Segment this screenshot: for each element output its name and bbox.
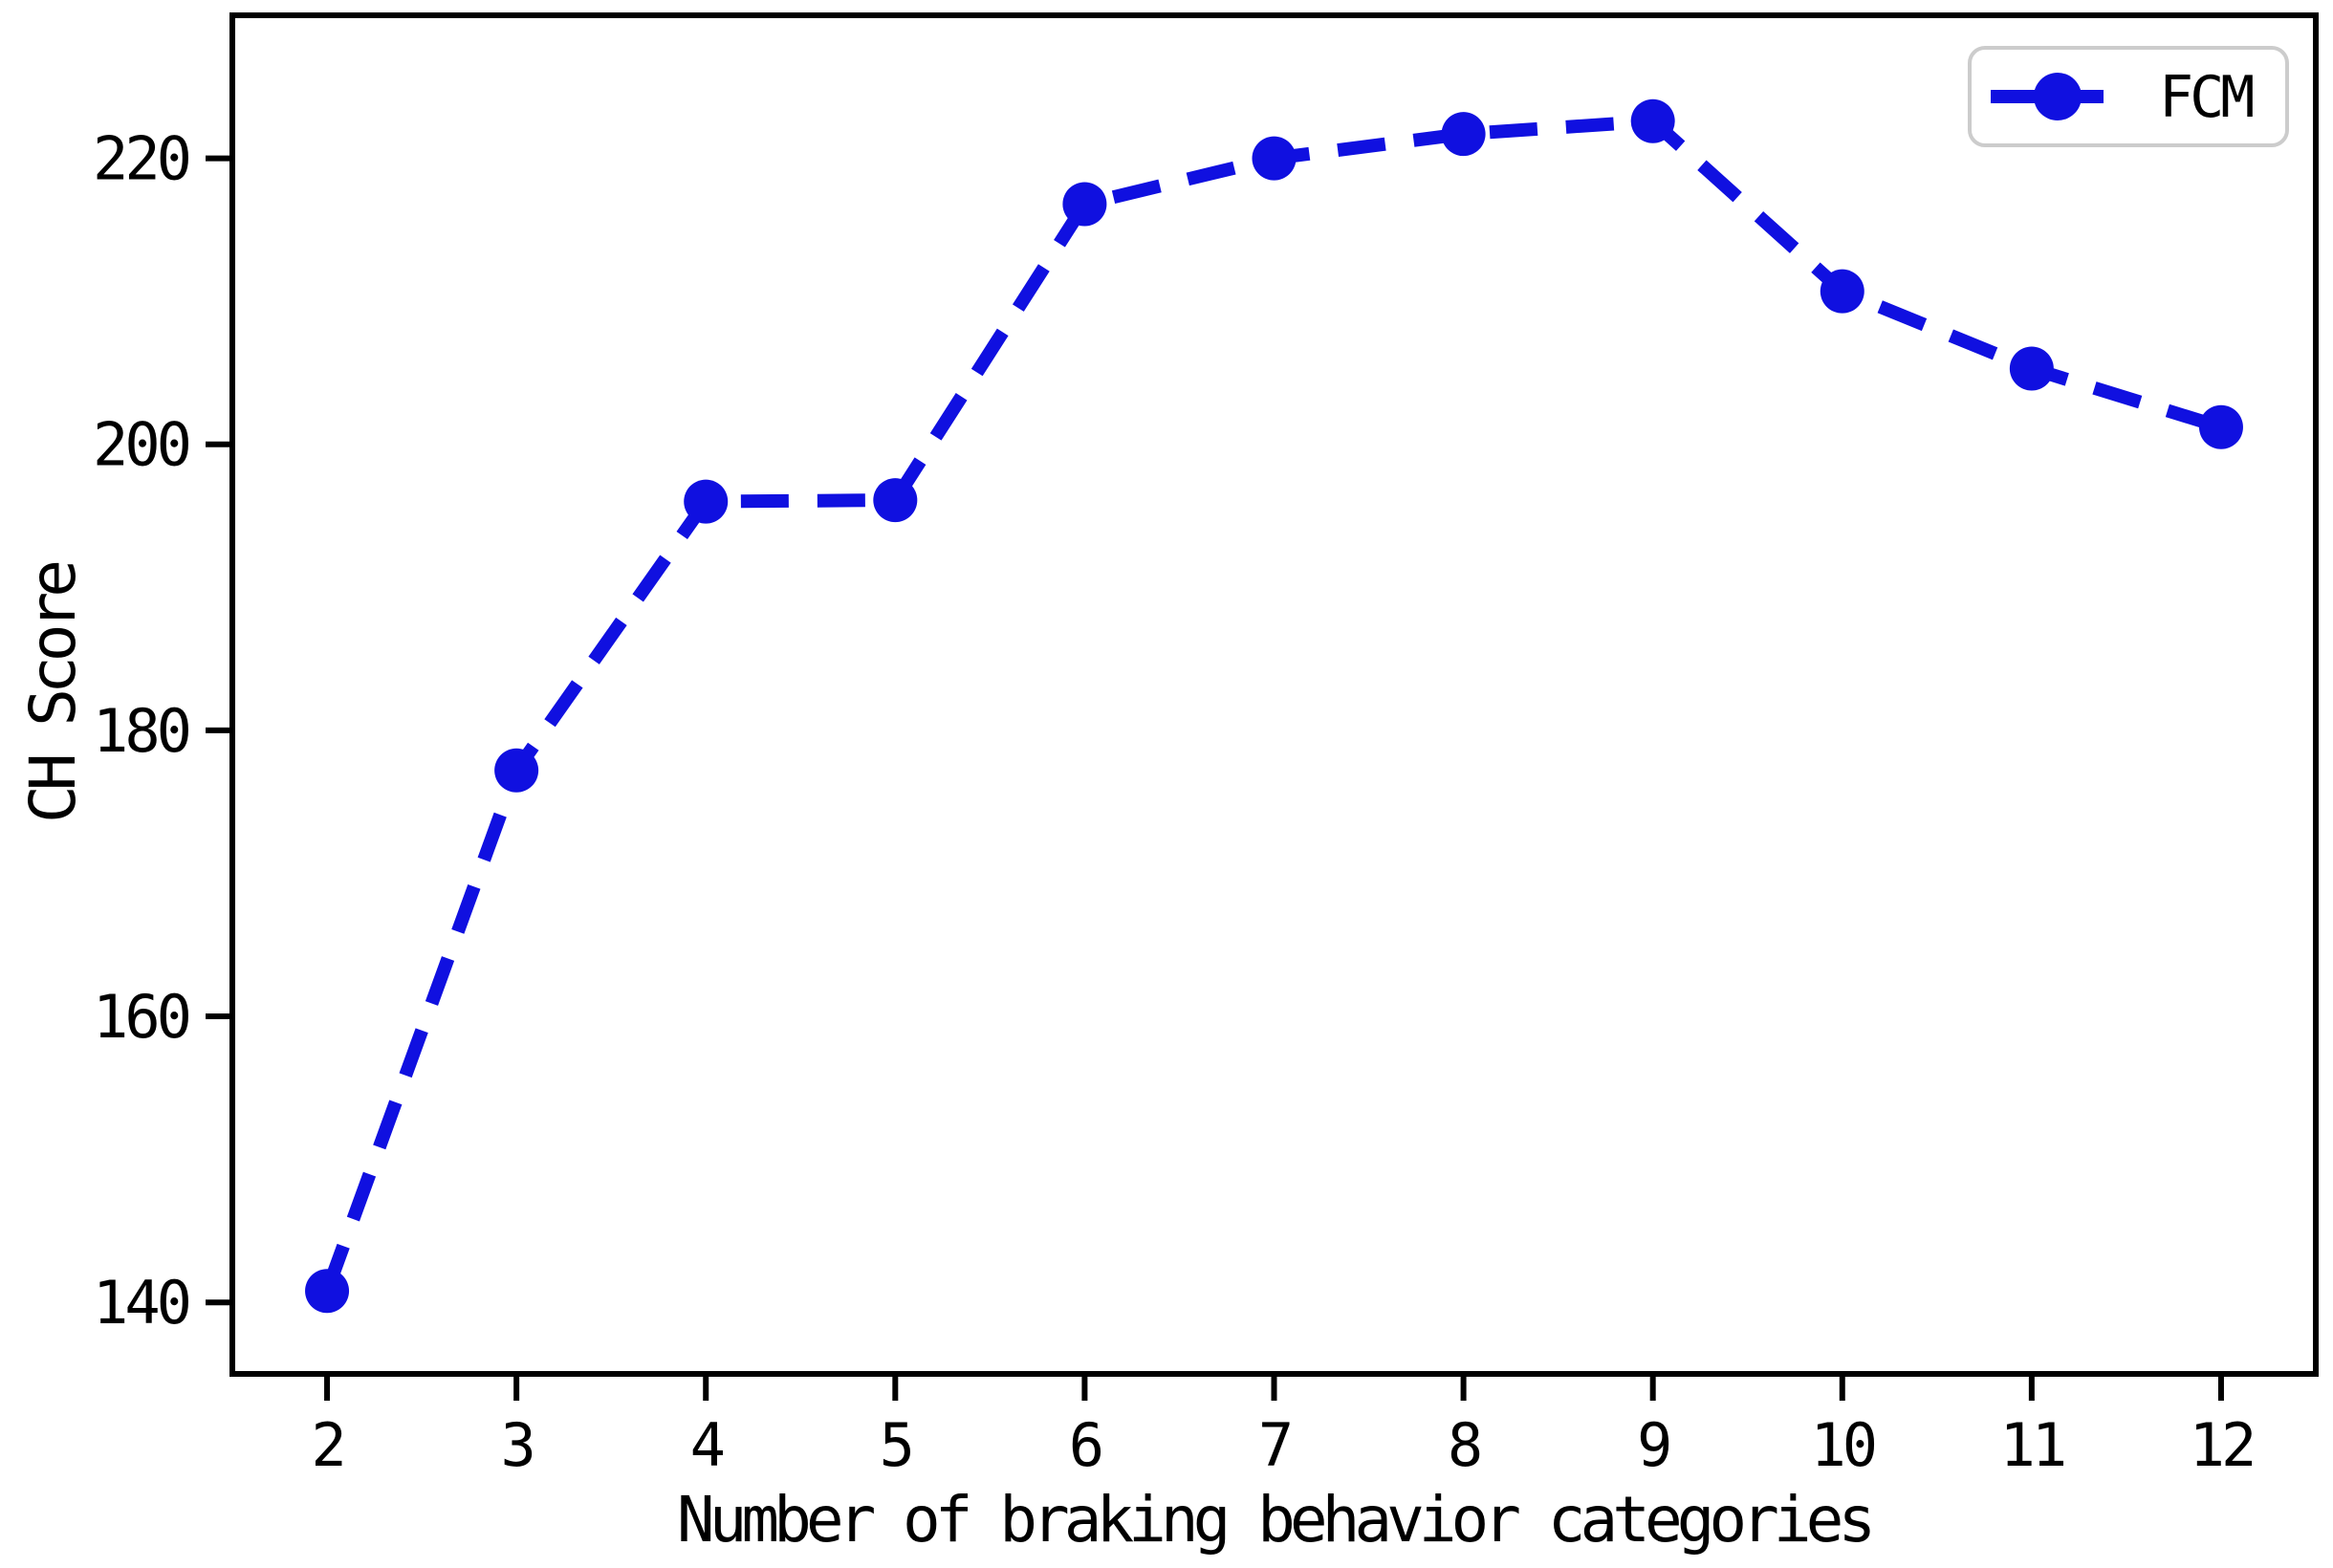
legend: FCM bbox=[1968, 46, 2289, 147]
data-point-x10 bbox=[1820, 269, 1864, 314]
y-axis-ticks: 140 160 180 200 220 bbox=[93, 124, 232, 1338]
x-tick-label: 5 bbox=[880, 1410, 911, 1480]
y-tick-label: 200 bbox=[93, 410, 189, 480]
legend-marker-icon bbox=[2034, 73, 2082, 120]
data-point-x2 bbox=[305, 1269, 350, 1314]
legend-entry-label: FCM bbox=[2159, 64, 2253, 131]
x-tick-label: 8 bbox=[1448, 1410, 1480, 1480]
data-point-x4 bbox=[684, 479, 729, 524]
plot-frame bbox=[229, 12, 2319, 1377]
data-point-x11 bbox=[2009, 346, 2054, 391]
data-series bbox=[305, 98, 2243, 1314]
data-point-x6 bbox=[1062, 182, 1107, 227]
x-tick-label: 11 bbox=[2000, 1410, 2064, 1480]
x-axis-label: Number of braking behavior categories bbox=[677, 1483, 1870, 1557]
data-point-x9 bbox=[1630, 98, 1675, 143]
legend-box bbox=[1968, 46, 2289, 147]
data-point-x5 bbox=[873, 478, 918, 523]
x-axis-ticks: 2 3 4 5 6 7 8 9 10 11 12 bbox=[311, 1374, 2257, 1480]
y-tick-label: 160 bbox=[93, 982, 189, 1052]
x-tick-label: 6 bbox=[1069, 1410, 1101, 1480]
x-tick-label: 7 bbox=[1258, 1410, 1290, 1480]
x-tick-label: 3 bbox=[500, 1410, 532, 1480]
x-tick-label: 12 bbox=[2190, 1410, 2254, 1480]
fcm-line bbox=[320, 114, 2224, 1294]
x-tick-label: 4 bbox=[690, 1410, 724, 1480]
y-axis-label: CH Score bbox=[16, 563, 90, 823]
data-point-x3 bbox=[494, 748, 539, 793]
y-tick-label: 140 bbox=[93, 1268, 189, 1338]
y-tick-label: 180 bbox=[93, 696, 189, 766]
y-tick-label: 220 bbox=[93, 124, 189, 194]
x-tick-label: 9 bbox=[1637, 1410, 1669, 1480]
data-point-x8 bbox=[1441, 112, 1486, 157]
x-tick-label: 2 bbox=[311, 1410, 342, 1480]
data-point-x7 bbox=[1252, 136, 1297, 181]
data-point-x12 bbox=[2198, 404, 2243, 449]
x-tick-label: 10 bbox=[1810, 1410, 1874, 1480]
